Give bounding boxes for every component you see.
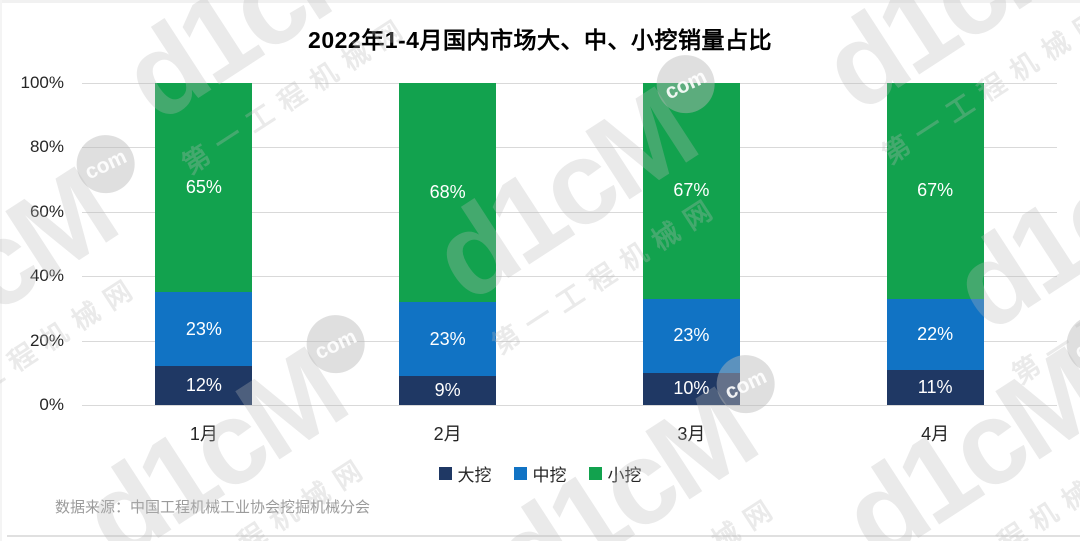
bar-value-label: 11%: [917, 376, 953, 397]
bar-value-label: 23%: [429, 328, 466, 349]
bar-value-label: 12%: [185, 375, 222, 396]
plot-area: 12% 23% 65% 1月 9% 23% 68% 2月 10% 23% 67% 3月 11% 22% 67…: [82, 83, 1057, 444]
y-tick-label: 0%: [39, 395, 64, 414]
y-tick-label: 100%: [20, 73, 64, 92]
x-tick-label: 1月: [189, 424, 218, 444]
x-tick-label: 2月: [433, 424, 462, 444]
bar-column: 12% 23% 65%: [155, 83, 253, 405]
bar-segment: 67%: [886, 83, 984, 299]
bar-column: 11% 22% 67%: [886, 83, 984, 405]
watermark-site-text: 第一工程机械网: [543, 433, 866, 541]
gridline: [82, 340, 1057, 342]
gridline: [82, 211, 1057, 213]
legend-item: 小挖: [588, 461, 642, 486]
gridline: [82, 83, 1057, 84]
legend: 大挖 中挖 小挖: [0, 461, 1080, 486]
source-note: 数据来源：中国工程机械工业协会挖掘机械分会: [55, 499, 371, 516]
legend-swatch: [438, 467, 452, 480]
bottom-divider: [7, 535, 1080, 537]
y-tick-label: 20%: [29, 330, 64, 350]
bar-segment: 23%: [399, 301, 497, 377]
chart-title: 2022年1-4月国内市场大、中、小挖销量占比: [308, 27, 772, 53]
bar-segment: 68%: [399, 83, 497, 302]
bar-value-label: 67%: [917, 180, 954, 201]
y-tick-label: 40%: [29, 266, 64, 286]
bar-segment: 67%: [642, 83, 740, 299]
bar-segment: 22%: [886, 298, 984, 370]
x-tick-label: 3月: [677, 424, 706, 444]
legend-item: 中挖: [513, 461, 567, 486]
y-axis: 0% 20% 40% 60% 80% 100%: [0, 73, 70, 414]
legend-label: 中挖: [532, 466, 567, 485]
x-tick-label: 4月: [921, 424, 950, 444]
bar-value-label: 68%: [429, 181, 466, 202]
gridline: [82, 147, 1057, 149]
bar-segment: 11%: [886, 369, 984, 405]
bar-value-label: 23%: [185, 318, 222, 339]
legend-swatch: [588, 467, 602, 480]
bar-column: 10% 23% 67%: [642, 83, 740, 405]
y-tick-label: 80%: [29, 137, 64, 157]
legend-item: 大挖: [438, 461, 492, 486]
bar-value-label: 65%: [185, 177, 222, 198]
bar-segment: 23%: [155, 292, 253, 367]
bar-value-label: 10%: [673, 378, 710, 399]
bar-segment: 9%: [399, 376, 497, 405]
bar-value-label: 22%: [917, 323, 954, 344]
gridline: [82, 276, 1057, 278]
bar-column: 9% 23% 68%: [399, 83, 497, 405]
bar-segment: 23%: [642, 298, 740, 373]
legend-label: 小挖: [607, 466, 642, 485]
bar-value-label: 9%: [434, 380, 461, 401]
y-tick-label: 60%: [29, 201, 64, 221]
watermark-com-badge: com: [1056, 305, 1080, 383]
legend-swatch: [513, 467, 527, 480]
bar-value-label: 67%: [673, 180, 710, 201]
bar-segment: 10%: [642, 372, 740, 405]
top-edge-border: [0, 0, 1080, 3]
gridline: [82, 405, 1057, 406]
bar-segment: 65%: [155, 83, 253, 293]
bar-segment: 12%: [155, 366, 253, 405]
bar-value-label: 23%: [673, 325, 710, 346]
legend-label: 大挖: [457, 466, 492, 485]
left-edge-border: [0, 0, 2, 541]
